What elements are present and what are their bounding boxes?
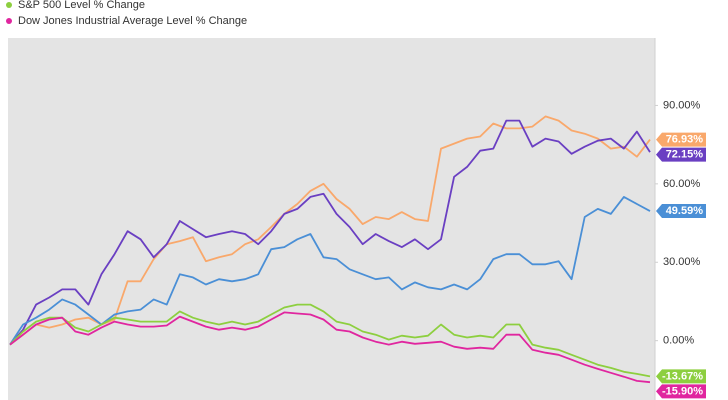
y-tick-label: 0.00% — [663, 335, 694, 347]
end-label-box — [656, 369, 706, 384]
y-tick-label: 90.00% — [663, 99, 701, 111]
y-tick-label: 60.00% — [663, 178, 701, 190]
end-label-text: 49.59% — [666, 205, 704, 217]
series-line — [9, 311, 651, 384]
end-label-box — [656, 384, 706, 399]
end-label-text: 72.15% — [666, 149, 704, 161]
end-label-text: -13.67% — [662, 370, 703, 382]
end-label-box — [656, 147, 706, 162]
end-label-text: 76.93% — [666, 134, 704, 146]
end-label: -15.90% — [656, 384, 706, 399]
end-label-box — [656, 204, 706, 219]
end-label-box — [656, 132, 706, 147]
end-label: 72.15% — [656, 147, 706, 162]
legend-label: Dow Jones Industrial Average Level % Cha… — [18, 15, 247, 27]
series-line — [9, 119, 651, 346]
end-label: 76.93% — [656, 132, 706, 147]
plot-area — [8, 38, 655, 400]
end-label-text: -15.90% — [662, 385, 703, 397]
legend-marker — [6, 18, 12, 24]
series-line — [9, 195, 651, 346]
series-line — [9, 303, 651, 378]
legend-marker — [6, 2, 12, 8]
end-label: -13.67% — [656, 369, 706, 384]
end-label: 49.59% — [656, 204, 706, 219]
y-tick-label: 30.00% — [663, 256, 701, 268]
legend-label: S&P 500 Level % Change — [18, 0, 145, 11]
